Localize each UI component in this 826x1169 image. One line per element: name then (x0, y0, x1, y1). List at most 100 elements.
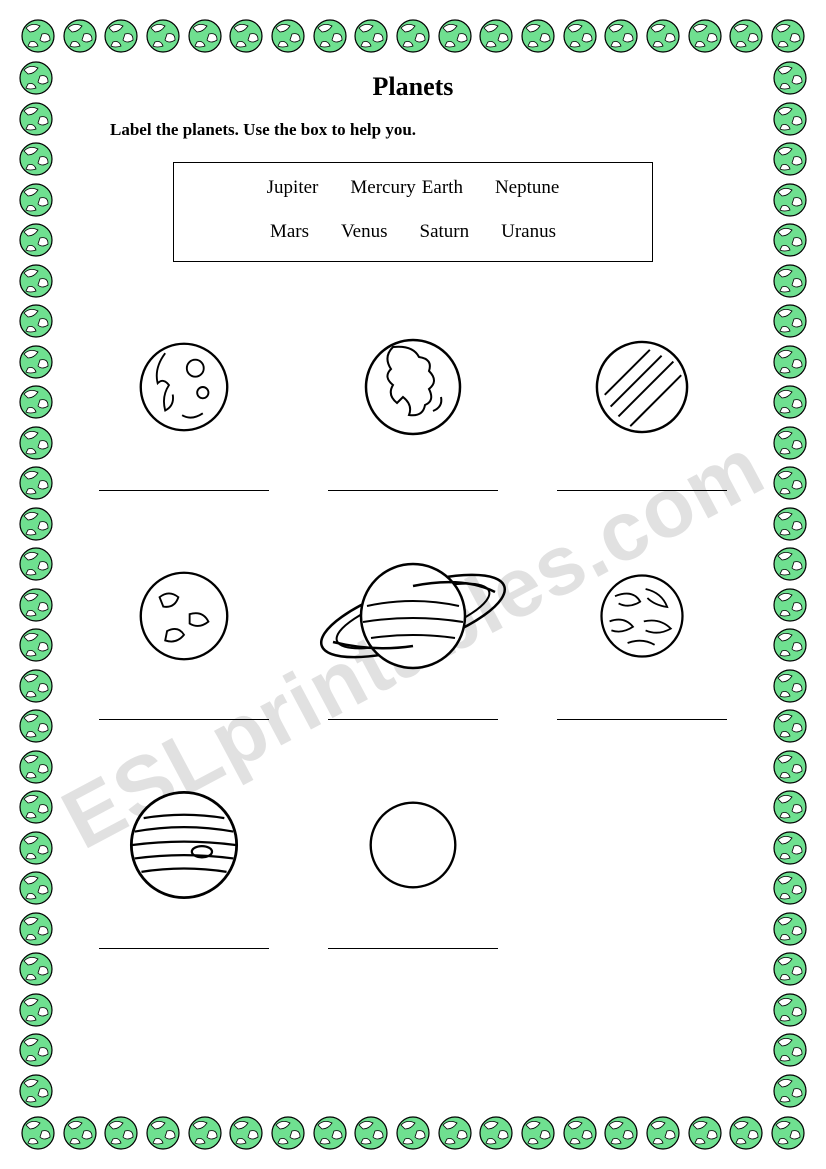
planet-row-1 (80, 312, 746, 531)
mercury-planet-icon (137, 312, 231, 462)
saturn-planet-icon (313, 541, 513, 691)
planet-cell (309, 770, 518, 989)
globe-icon (18, 1032, 54, 1068)
planet-cell (537, 541, 746, 760)
globe-icon (772, 830, 808, 866)
word-mars: Mars (270, 221, 309, 243)
mars-planet-icon (137, 541, 231, 691)
venus-planet-icon (366, 770, 460, 920)
globe-icon (395, 18, 431, 54)
globe-icon (645, 18, 681, 54)
globe-icon (437, 1115, 473, 1151)
globe-icon (18, 830, 54, 866)
word-bank-row-1: Jupiter Mercury Earth Neptune (267, 177, 560, 199)
globe-icon (18, 384, 54, 420)
globe-icon (18, 951, 54, 987)
globe-icon (18, 344, 54, 380)
globe-icon (20, 1115, 56, 1151)
globe-icon (18, 708, 54, 744)
planet-cell (80, 312, 289, 531)
earth-planet-icon (363, 312, 463, 462)
planet-cell (309, 312, 518, 531)
globe-icon (18, 789, 54, 825)
globe-icon (772, 344, 808, 380)
planet-cell (537, 312, 746, 531)
globe-icon (772, 951, 808, 987)
globe-icon (187, 1115, 223, 1151)
globe-icon (520, 18, 556, 54)
globe-icon (18, 749, 54, 785)
globe-icon (145, 18, 181, 54)
word-saturn: Saturn (420, 221, 470, 243)
globe-icon (18, 1073, 54, 1109)
answer-blank[interactable] (99, 719, 269, 720)
globe-icon (437, 18, 473, 54)
globe-icon (18, 668, 54, 704)
globe-icon (478, 1115, 514, 1151)
globe-icon (772, 384, 808, 420)
globe-icon (562, 18, 598, 54)
page-title: Planets (373, 72, 454, 102)
answer-blank[interactable] (328, 719, 498, 720)
globe-icon (18, 506, 54, 542)
globe-icon (312, 1115, 348, 1151)
globe-icon (772, 708, 808, 744)
answer-blank[interactable] (557, 719, 727, 720)
globe-icon (103, 18, 139, 54)
globe-icon (18, 263, 54, 299)
answer-blank[interactable] (328, 490, 498, 491)
globe-icon (603, 18, 639, 54)
globe-icon (562, 1115, 598, 1151)
word-venus: Venus (341, 221, 387, 243)
globe-icon (228, 1115, 264, 1151)
word-earth: Earth (422, 177, 463, 199)
globe-icon (772, 911, 808, 947)
globe-icon (103, 1115, 139, 1151)
globe-icon (772, 182, 808, 218)
instructions-text: Label the planets. Use the box to help y… (110, 120, 416, 140)
globe-icon (18, 303, 54, 339)
answer-blank[interactable] (328, 948, 498, 949)
globe-icon (187, 18, 223, 54)
answer-blank[interactable] (557, 490, 727, 491)
globe-icon (18, 182, 54, 218)
globe-icon (18, 546, 54, 582)
word-jupiter: Jupiter (267, 177, 319, 199)
answer-blank[interactable] (99, 948, 269, 949)
word-uranus: Uranus (501, 221, 556, 243)
word-bank-box: Jupiter Mercury Earth Neptune Mars Venus… (173, 162, 653, 262)
word-neptune: Neptune (495, 177, 559, 199)
globe-icon (20, 18, 56, 54)
globe-icon (18, 992, 54, 1028)
planet-cell (309, 541, 518, 760)
globe-icon (772, 992, 808, 1028)
globe-icon (772, 587, 808, 623)
uranus-planet-icon (597, 541, 687, 691)
globe-icon (478, 18, 514, 54)
globe-icon (18, 222, 54, 258)
globe-icon (772, 60, 808, 96)
globe-icon (772, 425, 808, 461)
globe-icon (772, 1073, 808, 1109)
word-mercury: Mercury (350, 177, 415, 199)
globe-icon (270, 1115, 306, 1151)
globe-icon (228, 18, 264, 54)
answer-blank[interactable] (99, 490, 269, 491)
word-bank-row-2: Mars Venus Saturn Uranus (270, 221, 556, 243)
globe-icon (772, 222, 808, 258)
globe-icon (687, 1115, 723, 1151)
globe-icon (18, 60, 54, 96)
globe-icon (772, 141, 808, 177)
globe-icon (18, 870, 54, 906)
globe-icon (603, 1115, 639, 1151)
globe-icon (18, 465, 54, 501)
planet-row-3 (80, 770, 746, 989)
globe-icon (18, 627, 54, 663)
globe-icon (62, 1115, 98, 1151)
globe-icon (18, 911, 54, 947)
globe-icon (772, 506, 808, 542)
globe-icon (772, 627, 808, 663)
globe-icon (772, 1032, 808, 1068)
planet-cell (80, 770, 289, 989)
globe-icon (772, 749, 808, 785)
